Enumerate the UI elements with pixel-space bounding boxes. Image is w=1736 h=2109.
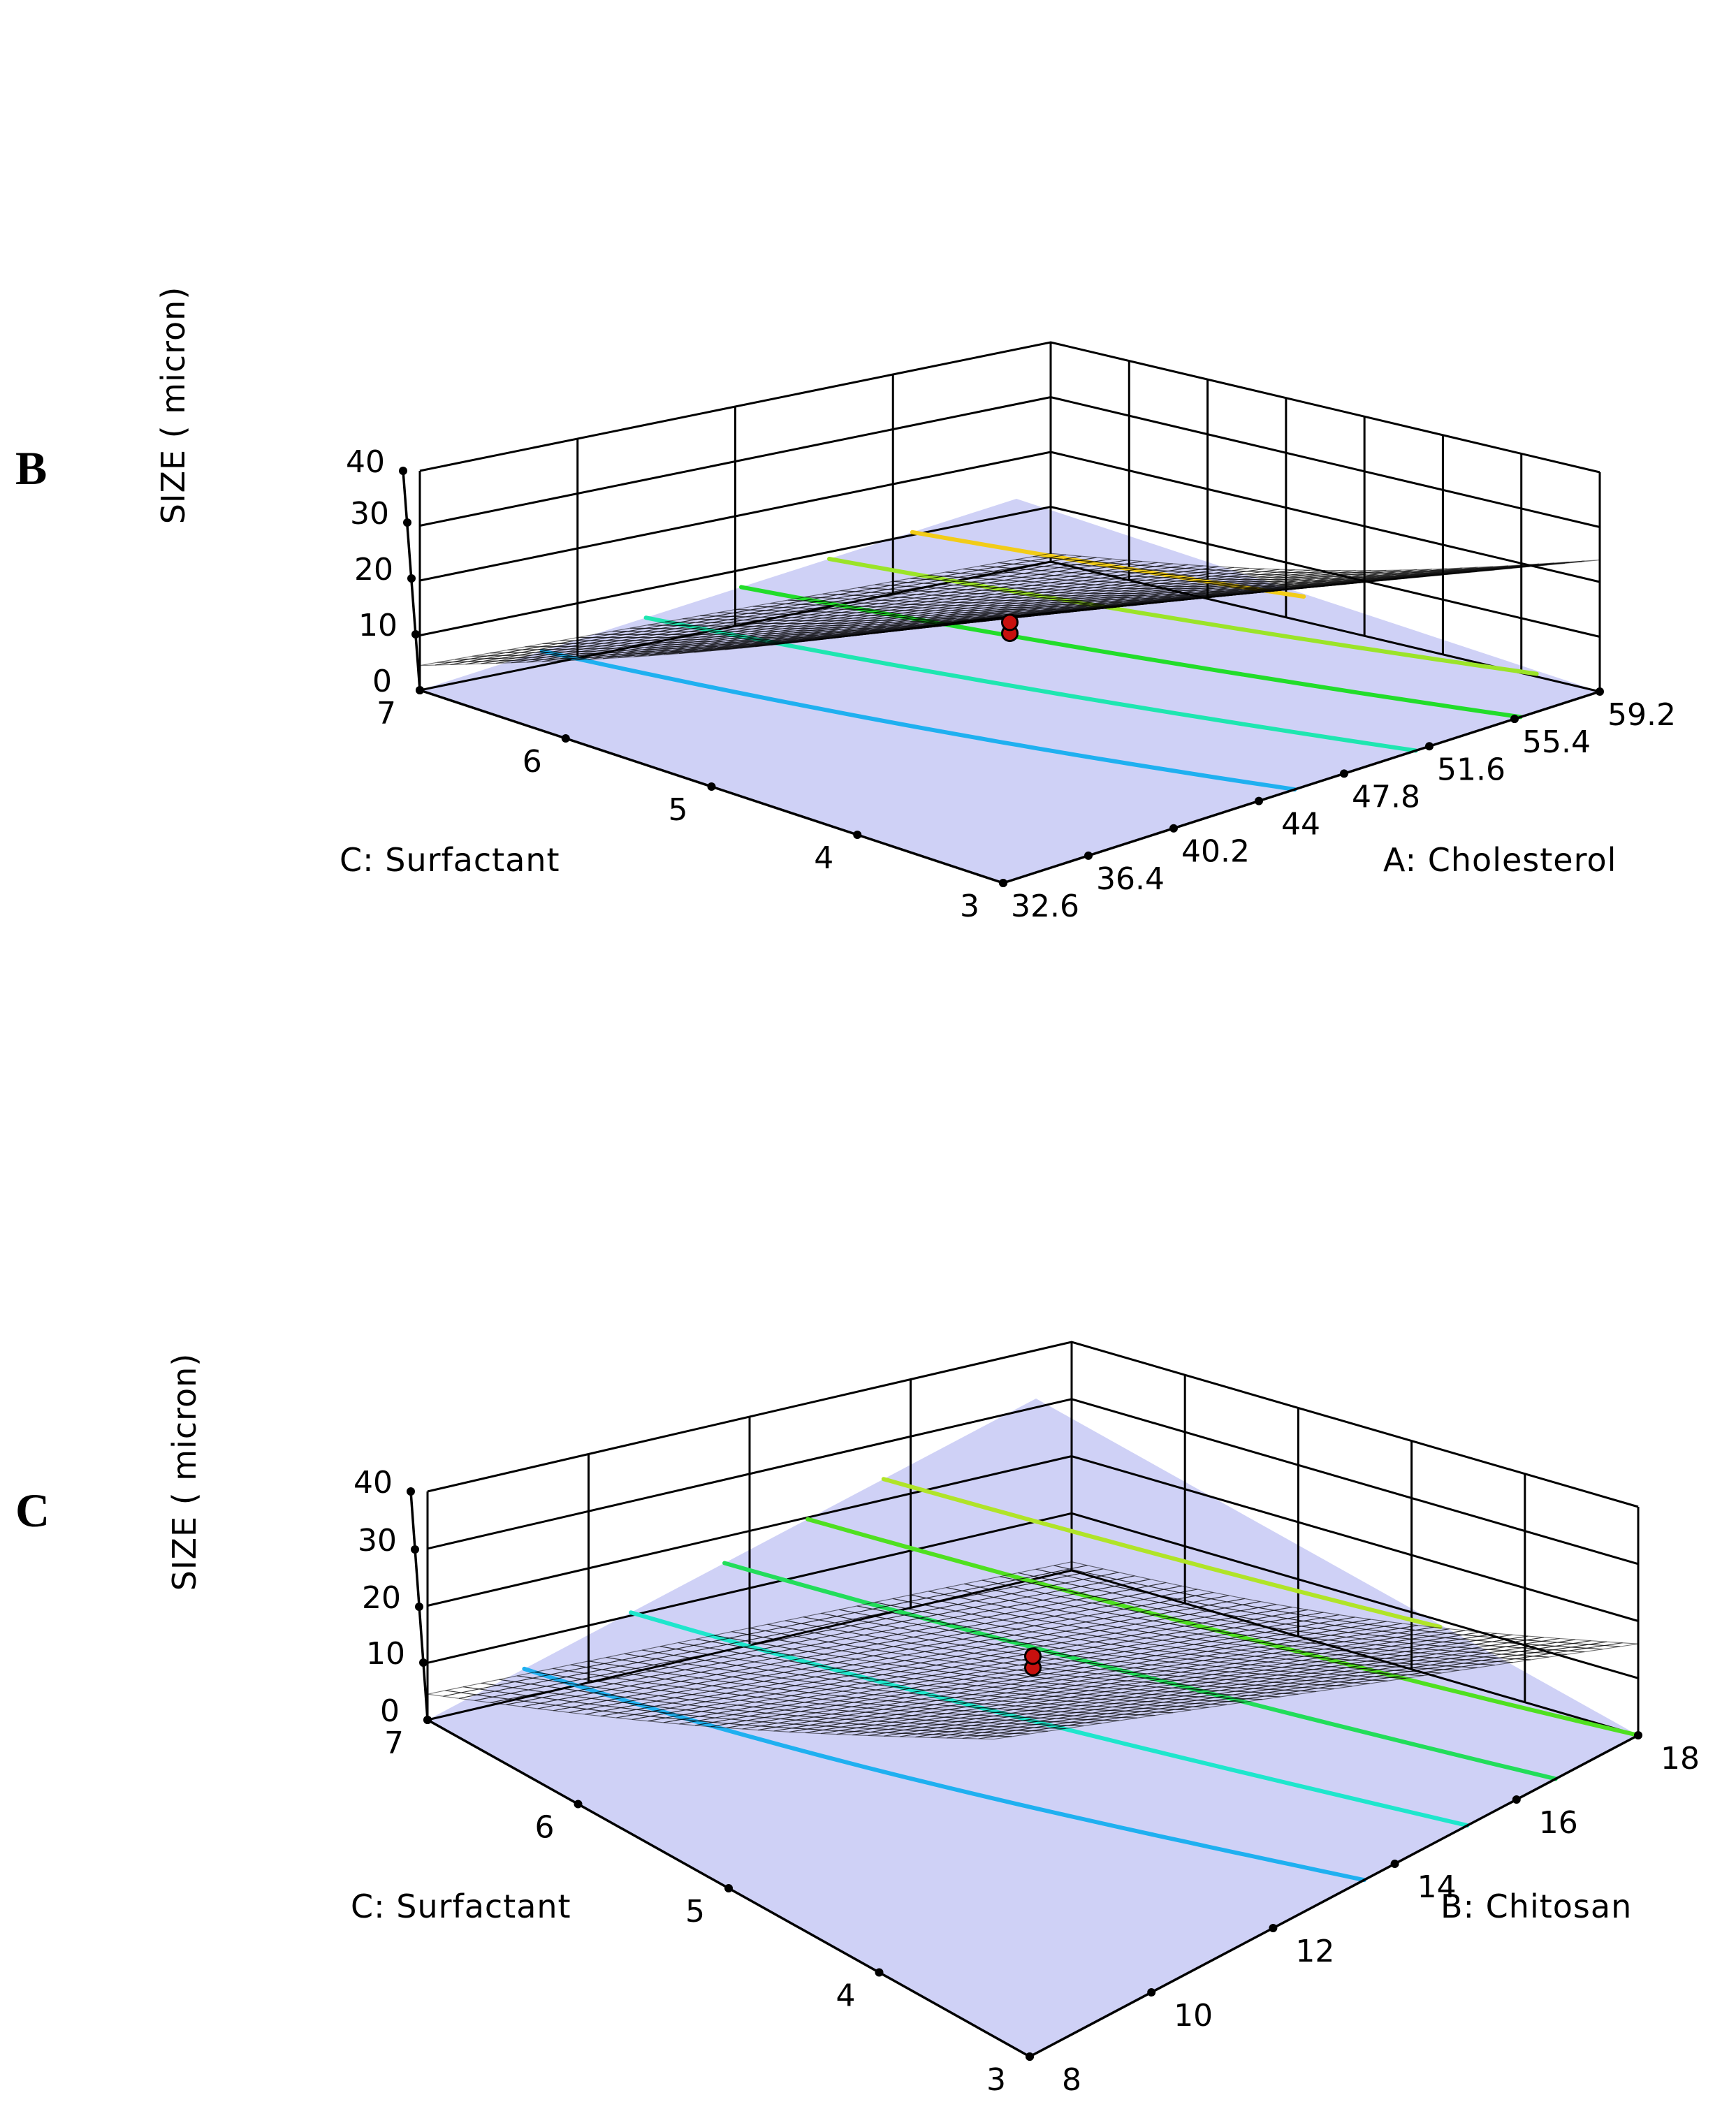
chart-plot-area: 0 10 20 30 40 32.6 36.4 40.2 44 47.8 51.6 55.4 59.2 3… — [346, 341, 1676, 924]
z-tick-mark — [415, 1603, 423, 1611]
contour-line — [881, 1477, 1443, 1629]
x-tick-mark — [1255, 796, 1263, 805]
z-axis-label: SIZE ( micron) — [166, 1353, 203, 1591]
y-tick-mark — [707, 782, 716, 791]
design-point — [1024, 1647, 1042, 1665]
x-tick-mark — [1512, 1795, 1521, 1804]
y-tick-mark — [416, 686, 424, 694]
y-tick-label: 6 — [523, 744, 542, 780]
contour-line — [827, 557, 1539, 676]
y-tick-label: 3 — [986, 2062, 1006, 2098]
y-tick-label: 4 — [814, 840, 833, 876]
y-tick-mark — [999, 879, 1007, 887]
x-tick-label: 55.4 — [1522, 724, 1591, 760]
x-tick-mark — [1084, 851, 1093, 860]
x-tick-mark — [1390, 1860, 1399, 1868]
chart-plot-area: 0 10 20 30 40 8 10 12 14 16 18 3 4 5 6 7 — [353, 1341, 1700, 2098]
z-tick-label: 30 — [358, 1523, 397, 1559]
contour-line — [910, 530, 1306, 599]
x-tick-label: 44 — [1281, 807, 1320, 842]
x-tick-mark — [1634, 1731, 1642, 1739]
z-tick-mark — [411, 1545, 419, 1554]
y-tick-label: 7 — [377, 696, 396, 731]
x-tick-label: 18 — [1661, 1741, 1700, 1776]
y-axis-label: C: Surfactant — [340, 841, 560, 879]
panel-letter: B — [15, 441, 47, 495]
y-axis-label: C: Surfactant — [351, 1888, 571, 1925]
y-tick-mark — [574, 1800, 583, 1809]
x-tick-label: 10 — [1174, 1998, 1213, 2034]
y-tick-label: 5 — [669, 792, 688, 828]
y-tick-mark — [423, 1716, 432, 1724]
x-axis-line — [1002, 690, 1600, 884]
z-axis-label: SIZE ( micron) — [154, 286, 192, 525]
surface-facet — [1567, 560, 1600, 564]
floor-plane — [420, 499, 1600, 883]
panel-c: C SIZE ( micron) C: Surfactant B: Chitos… — [15, 1341, 1700, 2098]
y-tick-label: 5 — [685, 1894, 705, 1929]
design-point — [1001, 613, 1019, 632]
z-tick-label: 0 — [372, 664, 392, 699]
x-tick-mark — [1269, 1924, 1278, 1932]
contour-line — [539, 648, 1297, 792]
y-tick-label: 6 — [535, 1810, 555, 1846]
y-tick-label: 3 — [960, 889, 979, 924]
panel-b: B SIZE ( micron) C: Surfactant A: Choles… — [15, 286, 1676, 924]
x-axis-line — [1029, 1734, 1639, 2058]
z-tick-label: 10 — [358, 608, 397, 643]
contour-line — [722, 1561, 1558, 1781]
surface-facet — [1604, 1642, 1639, 1647]
z-tick-label: 20 — [362, 1580, 401, 1616]
z-tick-mark — [407, 1487, 415, 1496]
z-tick-label: 20 — [354, 552, 393, 588]
z-tick-label: 30 — [350, 496, 389, 532]
y-tick-mark — [875, 1968, 884, 1977]
z-tick-mark — [419, 1658, 428, 1667]
y-tick-label: 4 — [836, 1978, 856, 2014]
y-tick-mark — [561, 734, 570, 743]
contour-line — [805, 1517, 1640, 1737]
contour-line — [739, 585, 1523, 720]
z-tick-label: 10 — [366, 1636, 405, 1672]
y-tick-label: 7 — [384, 1725, 404, 1761]
z-tick-mark — [403, 518, 411, 527]
x-tick-label: 32.6 — [1011, 889, 1079, 924]
x-tick-label: 40.2 — [1181, 834, 1250, 870]
x-tick-label: 36.4 — [1096, 861, 1165, 897]
x-tick-label: 47.8 — [1352, 779, 1420, 815]
x-tick-mark — [1425, 742, 1434, 751]
z-tick-mark — [411, 630, 420, 638]
z-tick-mark — [399, 467, 407, 475]
x-tick-label: 12 — [1295, 1934, 1334, 1969]
contour-line — [522, 1666, 1366, 1883]
x-axis-label: B: Chitosan — [1440, 1888, 1632, 1925]
wall-gridline — [419, 341, 1600, 474]
x-tick-mark — [1340, 769, 1348, 778]
panel-letter: C — [15, 1484, 50, 1537]
x-tick-label: 59.2 — [1607, 697, 1676, 733]
x-tick-mark — [1596, 687, 1604, 696]
x-tick-label: 51.6 — [1437, 752, 1505, 787]
y-tick-mark — [853, 831, 862, 839]
x-tick-mark — [1510, 715, 1519, 724]
x-tick-mark — [1169, 824, 1178, 833]
y-tick-mark — [1026, 2052, 1034, 2061]
x-tick-label: 16 — [1539, 1805, 1578, 1841]
z-tick-label: 0 — [380, 1693, 400, 1729]
x-tick-label: 8 — [1062, 2062, 1081, 2098]
x-tick-label: 14 — [1417, 1869, 1457, 1905]
x-tick-mark — [1147, 1988, 1156, 1997]
x-axis-label: A: Cholesterol — [1383, 841, 1617, 879]
z-tick-label: 40 — [353, 1465, 393, 1501]
z-tick-label: 40 — [346, 444, 385, 480]
y-tick-mark — [724, 1884, 733, 1892]
z-tick-mark — [407, 574, 416, 583]
